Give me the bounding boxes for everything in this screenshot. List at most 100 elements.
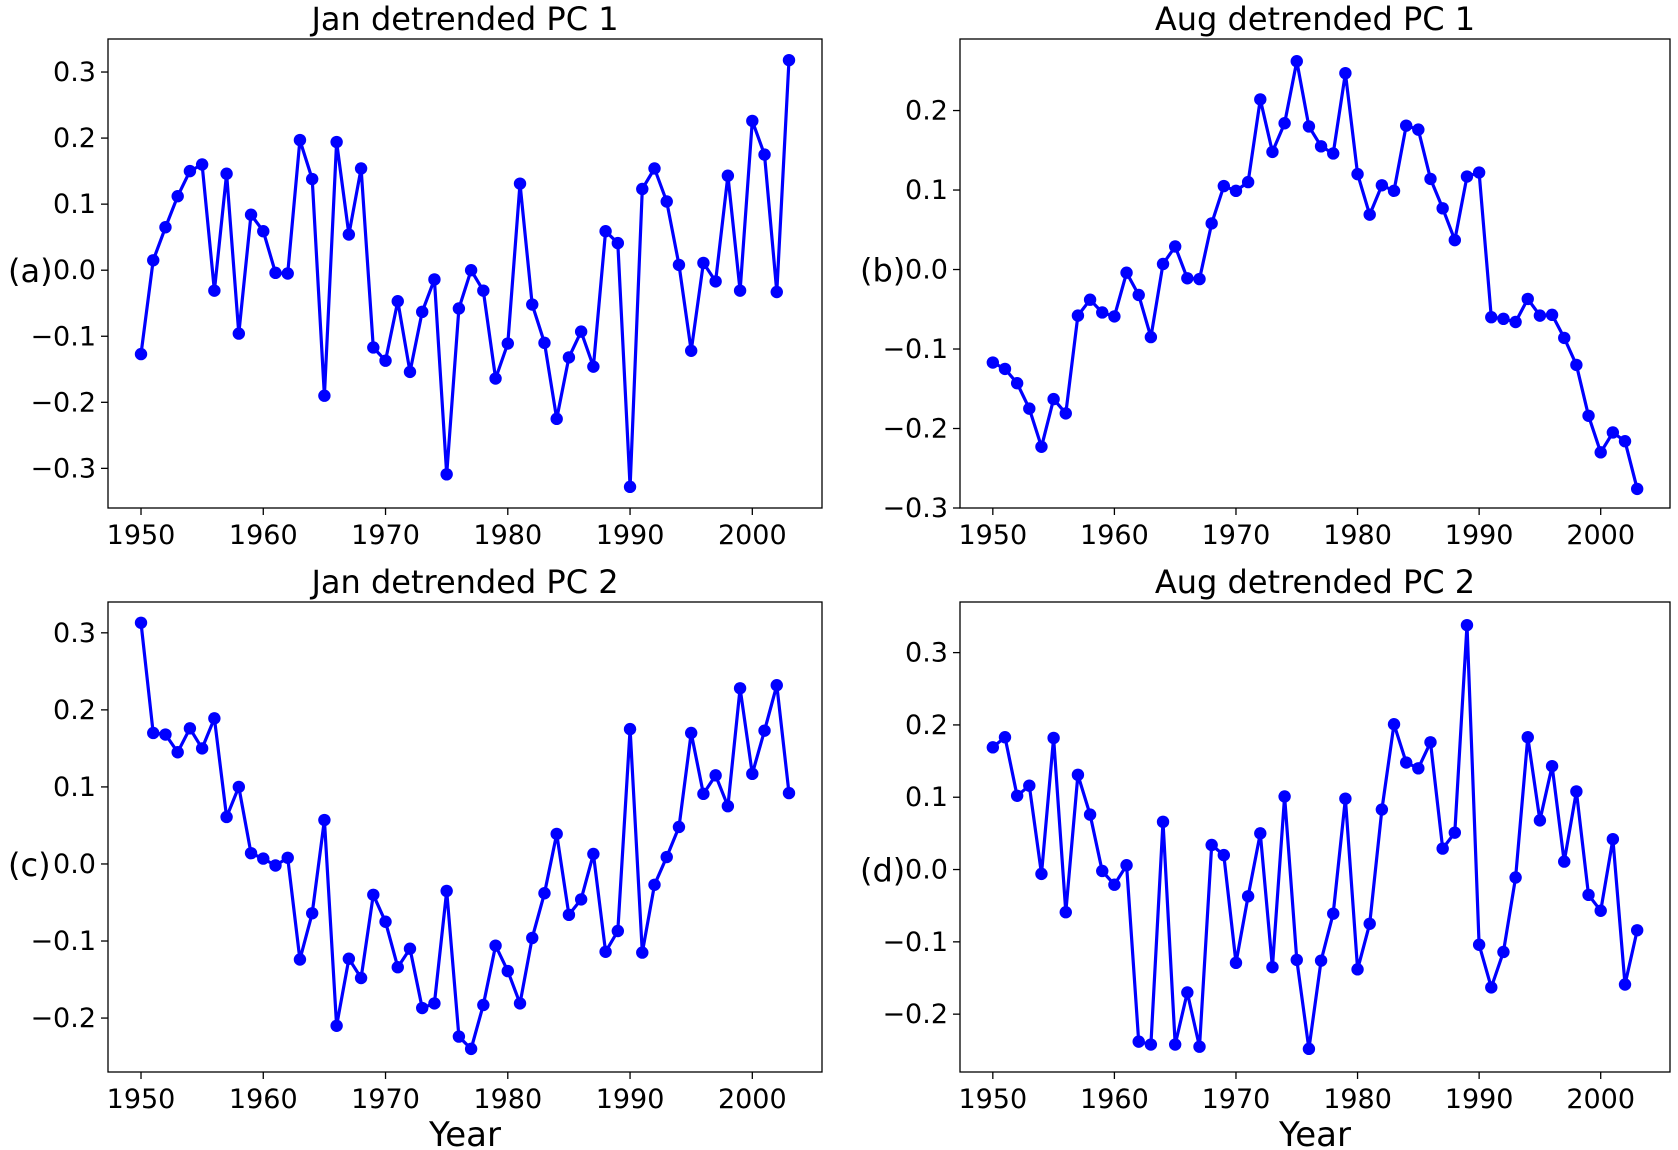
y-tick-label: 0.2 xyxy=(905,96,948,127)
panel-label: (a) xyxy=(8,252,53,290)
data-point xyxy=(1241,175,1255,189)
y-tick-label: 0.0 xyxy=(53,255,96,286)
data-point xyxy=(1266,145,1279,159)
data-point xyxy=(746,767,759,781)
data-point xyxy=(1059,407,1072,420)
data-point xyxy=(1047,731,1060,745)
y-tick-label: 0.0 xyxy=(53,849,96,880)
y-tick-label: −0.3 xyxy=(882,493,948,524)
data-point xyxy=(648,878,661,891)
data-point xyxy=(733,682,747,695)
data-point xyxy=(1363,917,1376,930)
data-point xyxy=(1010,376,1024,390)
data-point xyxy=(574,325,588,338)
y-tick-label: −0.2 xyxy=(882,414,948,445)
data-point xyxy=(1120,859,1133,872)
y-tick-label: 0.2 xyxy=(53,123,96,154)
data-point xyxy=(1229,184,1243,198)
x-tick-label: 1960 xyxy=(229,1084,298,1115)
data-point xyxy=(1351,963,1364,976)
data-point xyxy=(562,351,576,364)
y-tick-label: −0.1 xyxy=(882,334,948,365)
data-point xyxy=(770,285,783,299)
data-point xyxy=(562,908,576,922)
data-point xyxy=(758,148,771,161)
data-point xyxy=(1497,312,1510,326)
data-point xyxy=(1436,202,1449,215)
x-tick-label: 1950 xyxy=(958,520,1027,551)
data-point xyxy=(489,939,502,952)
data-point xyxy=(1618,435,1632,448)
data-point xyxy=(159,221,172,234)
data-point xyxy=(1339,792,1352,805)
data-point xyxy=(1010,789,1024,802)
data-point xyxy=(1399,119,1413,132)
y-tick-label: 0.3 xyxy=(53,57,96,88)
data-point xyxy=(501,964,514,978)
data-point xyxy=(709,275,722,288)
data-point xyxy=(1205,838,1218,852)
data-point xyxy=(770,679,783,692)
data-point xyxy=(147,254,160,267)
data-point xyxy=(1375,179,1389,192)
data-point xyxy=(660,195,673,208)
data-point xyxy=(1302,120,1316,133)
x-tick-label: 2000 xyxy=(1566,520,1635,551)
data-point xyxy=(660,850,673,864)
series-line xyxy=(139,622,791,1051)
data-point xyxy=(428,273,441,286)
data-point xyxy=(1278,117,1291,130)
data-point xyxy=(746,114,759,128)
data-point xyxy=(452,302,466,315)
data-point xyxy=(782,53,796,67)
data-point xyxy=(1545,759,1559,773)
data-point xyxy=(147,726,160,740)
y-tick-label: 0.0 xyxy=(905,255,948,286)
data-point xyxy=(171,746,184,759)
data-point xyxy=(1339,66,1352,80)
data-point xyxy=(1156,815,1170,829)
data-point xyxy=(1168,240,1182,253)
y-tick-label: −0.2 xyxy=(882,999,948,1030)
chart-title: Jan detrended PC 2 xyxy=(309,563,618,601)
chart-aug-pc1: Aug detrended PC 1 (b) 1950 1960 1970 1980 199… xyxy=(860,0,1671,551)
data-point xyxy=(477,998,490,1012)
data-point xyxy=(986,356,1000,369)
data-point xyxy=(986,741,1000,754)
data-point xyxy=(477,284,490,297)
data-point xyxy=(489,372,502,385)
data-point xyxy=(1472,938,1486,951)
data-point xyxy=(1266,960,1279,974)
data-point xyxy=(440,468,453,481)
data-point xyxy=(1071,309,1085,322)
data-point xyxy=(1241,890,1255,903)
data-point xyxy=(1558,331,1571,345)
data-point xyxy=(257,225,270,238)
data-point xyxy=(1351,167,1364,181)
data-point xyxy=(684,726,698,740)
axes-frame xyxy=(959,38,1671,509)
data-point xyxy=(1144,330,1158,344)
x-tick-label: 1960 xyxy=(1080,1084,1149,1115)
data-point xyxy=(697,787,710,801)
data-point xyxy=(220,810,233,824)
chart-aug-pc2: Aug detrended PC 2 (d) 1950 1960 1970 1980 199… xyxy=(860,563,1671,1150)
data-point xyxy=(403,365,417,379)
y-tick-label: 0.3 xyxy=(905,638,948,669)
data-point xyxy=(318,389,331,402)
data-point xyxy=(782,786,796,800)
data-point xyxy=(636,946,649,959)
data-point xyxy=(1472,166,1486,179)
axes-frame xyxy=(107,38,823,509)
data-point xyxy=(293,953,307,966)
data-point xyxy=(1023,779,1036,792)
data-point xyxy=(195,158,209,171)
data-point xyxy=(1594,446,1607,459)
data-point xyxy=(526,931,539,945)
y-tick-label: 0.2 xyxy=(53,695,96,726)
data-point xyxy=(171,190,184,203)
data-point xyxy=(1606,426,1620,439)
data-point xyxy=(599,945,612,959)
data-point xyxy=(1363,208,1376,221)
